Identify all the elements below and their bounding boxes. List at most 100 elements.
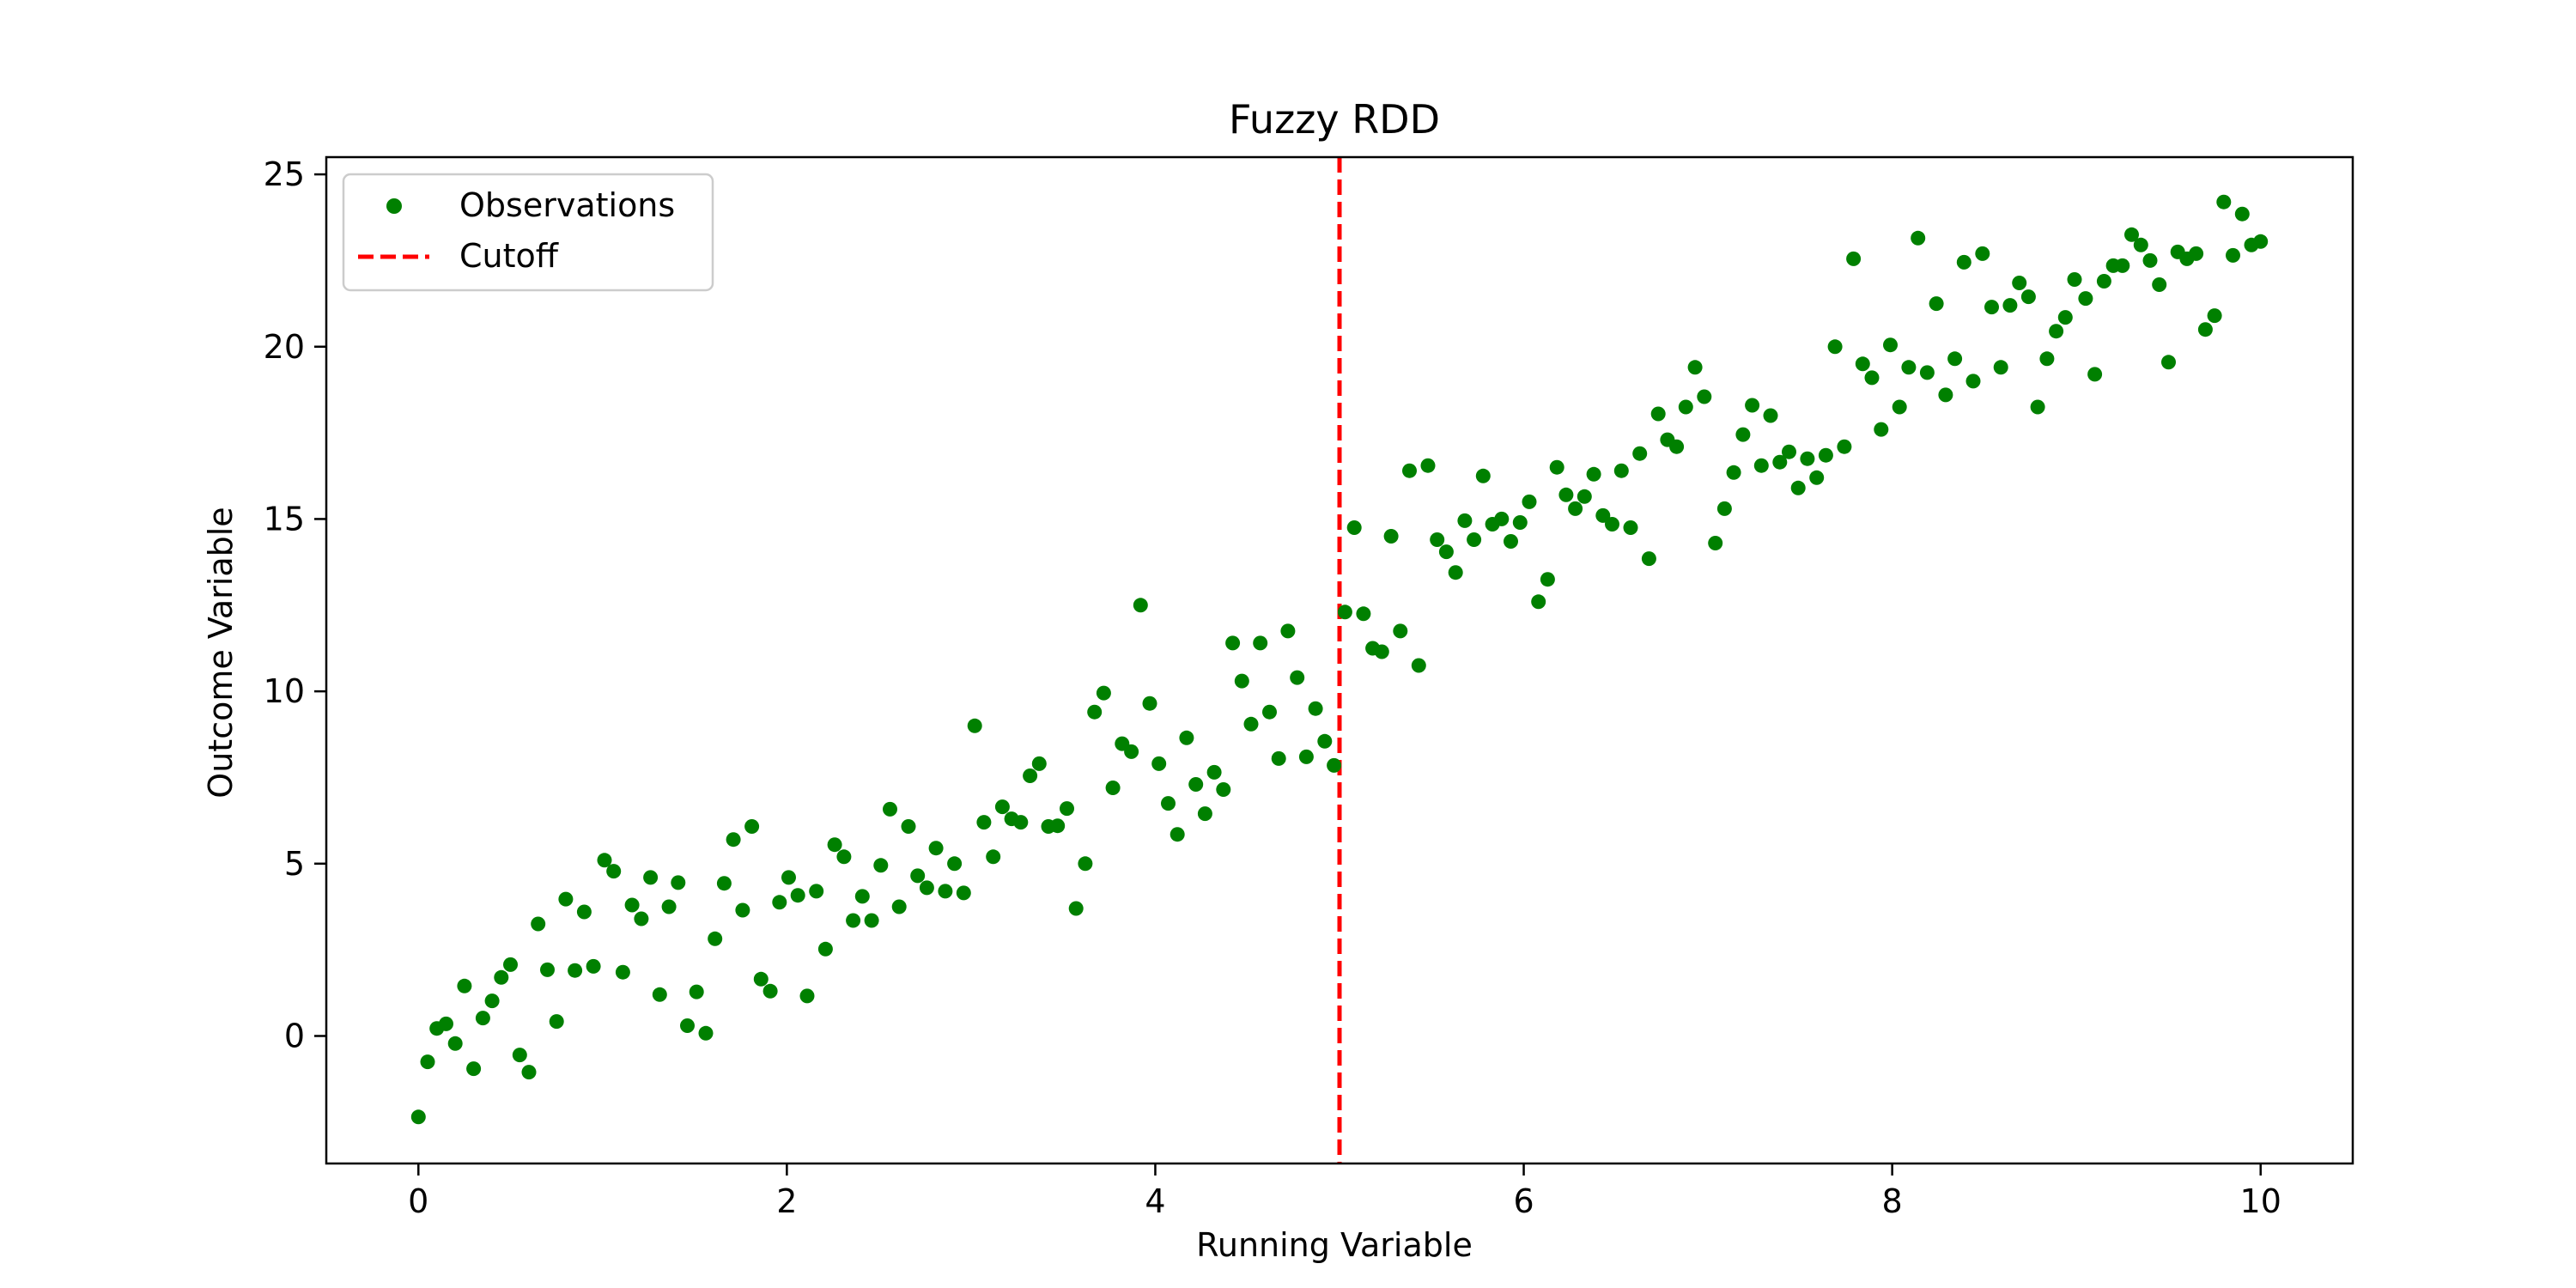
data-point: [447, 1036, 463, 1051]
plot-frame: [325, 155, 2354, 1165]
data-point: [1919, 365, 1935, 380]
data-point: [1800, 451, 1815, 466]
data-point: [1846, 251, 1862, 266]
data-point: [928, 841, 944, 856]
data-point: [1641, 551, 1656, 567]
data-point: [1782, 444, 1796, 459]
data-point: [1216, 782, 1231, 797]
data-point: [680, 1018, 695, 1033]
data-point: [2078, 291, 2093, 307]
data-point: [540, 962, 555, 977]
data-point: [466, 1061, 482, 1077]
data-point: [1938, 387, 1953, 403]
data-point: [2226, 247, 2240, 263]
data-point: [1151, 756, 1167, 771]
data-point: [1411, 658, 1426, 673]
data-point: [1337, 605, 1352, 620]
data-point: [2057, 310, 2073, 325]
data-point: [2253, 234, 2269, 249]
data-point: [2216, 194, 2232, 210]
data-point: [2049, 324, 2064, 339]
data-point: [1179, 730, 1194, 745]
x-tick-label: 8: [1882, 1182, 1903, 1220]
data-point: [661, 899, 677, 914]
data-point: [1188, 777, 1204, 792]
data-point: [901, 819, 916, 834]
data-point: [597, 853, 612, 868]
data-point: [1864, 370, 1880, 386]
data-point: [1290, 670, 1305, 685]
data-point: [1549, 459, 1564, 475]
data-point: [549, 1014, 564, 1030]
data-point: [1013, 815, 1029, 830]
data-point: [781, 870, 796, 885]
y-tick-label: 10: [264, 672, 305, 710]
data-point: [624, 897, 640, 913]
data-point: [1818, 447, 1833, 463]
data-point: [1133, 598, 1148, 613]
data-point: [671, 875, 686, 890]
data-point: [512, 1048, 527, 1063]
data-point: [475, 1011, 490, 1026]
data-point: [1965, 374, 1981, 389]
data-point: [1475, 468, 1491, 483]
x-tick-label: 2: [776, 1182, 797, 1220]
data-point: [735, 902, 750, 918]
data-point: [846, 913, 861, 928]
data-point: [1605, 517, 1619, 532]
data-point: [2197, 322, 2213, 337]
x-tick-label: 4: [1145, 1182, 1165, 1220]
data-point: [521, 1065, 537, 1080]
data-point: [1855, 356, 1870, 372]
data-point: [836, 849, 852, 865]
data-point: [1031, 756, 1047, 771]
data-point: [753, 971, 769, 987]
data-point: [1308, 701, 1323, 716]
data-point: [634, 911, 649, 927]
data-point: [1623, 520, 1638, 535]
legend-observations-label: Observations: [459, 186, 675, 224]
data-point: [1540, 572, 1555, 587]
data-point: [698, 1025, 714, 1041]
data-point: [1726, 465, 1741, 480]
data-point: [586, 958, 601, 974]
data-point: [576, 904, 592, 920]
data-point: [652, 987, 667, 1002]
data-point: [1271, 750, 1286, 766]
data-point: [1993, 360, 2008, 375]
y-tick-label: 15: [264, 500, 305, 538]
data-point: [2030, 399, 2045, 415]
data-point: [1577, 489, 1592, 504]
data-point: [1393, 623, 1408, 639]
data-point: [1225, 635, 1241, 651]
data-point: [864, 913, 879, 928]
data-point: [1874, 422, 1889, 437]
data-point: [1262, 704, 1277, 720]
data-point: [1956, 254, 1971, 270]
data-point: [891, 899, 907, 914]
data-point: [1531, 594, 1546, 610]
data-point: [558, 891, 574, 907]
data-point: [2087, 367, 2103, 382]
x-tick-label: 6: [1513, 1182, 1534, 1220]
data-point: [1512, 515, 1528, 530]
y-tick-label: 5: [284, 845, 305, 883]
data-point: [1096, 685, 1111, 701]
data-point: [1632, 446, 1648, 461]
data-point: [2039, 351, 2055, 367]
data-point: [643, 870, 659, 885]
data-point: [606, 864, 622, 879]
data-point: [716, 876, 732, 891]
data-point: [1105, 781, 1121, 795]
data-point: [883, 801, 897, 817]
data-point: [2012, 276, 2027, 290]
legend-box: [342, 173, 714, 292]
data-point: [762, 983, 778, 999]
data-point: [1448, 565, 1463, 580]
data-point: [809, 884, 824, 899]
data-point: [1298, 749, 1314, 764]
data-point: [790, 888, 805, 903]
data-point: [1613, 463, 1629, 478]
data-point: [484, 993, 500, 1009]
data-point: [1911, 230, 1926, 246]
